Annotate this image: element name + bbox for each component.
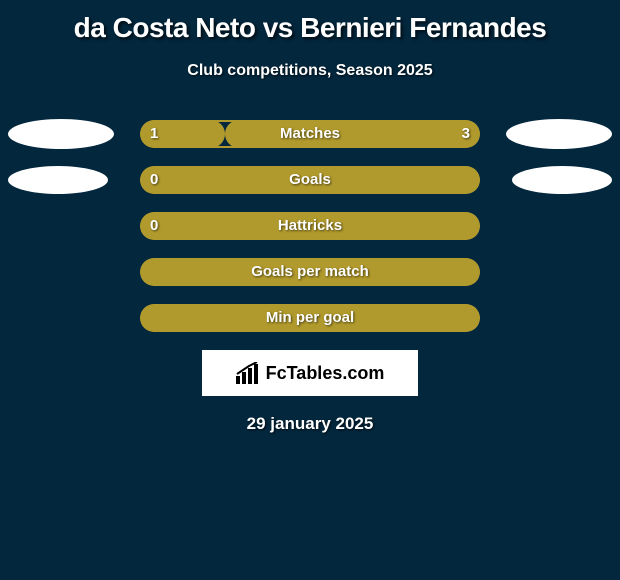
player-avatar-left xyxy=(8,166,108,194)
stat-bar: Goals per match xyxy=(140,258,480,286)
date-text: 29 january 2025 xyxy=(0,414,620,434)
stat-rows: Matches13Goals0Hattricks0Goals per match… xyxy=(0,120,620,332)
stat-bar: Goals0 xyxy=(140,166,480,194)
stat-label: Goals per match xyxy=(140,258,480,286)
page-title: da Costa Neto vs Bernieri Fernandes xyxy=(0,0,620,44)
stat-row: Min per goal xyxy=(0,304,620,332)
stat-value-left: 0 xyxy=(140,166,168,194)
stat-label: Hattricks xyxy=(140,212,480,240)
stat-bar: Matches1 3 xyxy=(140,120,480,148)
stat-row: Hattricks0 xyxy=(0,212,620,240)
stat-label: Min per goal xyxy=(140,304,480,332)
stat-label: Matches xyxy=(140,120,480,148)
player-avatar-right xyxy=(512,166,612,194)
stat-value-left: 1 xyxy=(140,120,168,148)
branding-text: FcTables.com xyxy=(266,363,385,384)
player-avatar-left xyxy=(8,119,114,149)
stat-bar: Hattricks0 xyxy=(140,212,480,240)
stat-bar: Min per goal xyxy=(140,304,480,332)
stat-row: Matches1 3 xyxy=(0,120,620,148)
stat-label: Goals xyxy=(140,166,480,194)
stat-row: Goals0 xyxy=(0,166,620,194)
stat-value-left: 0 xyxy=(140,212,168,240)
branding-badge: FcTables.com xyxy=(202,350,418,396)
chart-icon xyxy=(236,362,262,384)
player-avatar-right xyxy=(506,119,612,149)
subtitle: Club competitions, Season 2025 xyxy=(0,62,620,80)
comparison-card: da Costa Neto vs Bernieri Fernandes Club… xyxy=(0,0,620,434)
stat-value-right: 3 xyxy=(452,120,480,148)
stat-row: Goals per match xyxy=(0,258,620,286)
